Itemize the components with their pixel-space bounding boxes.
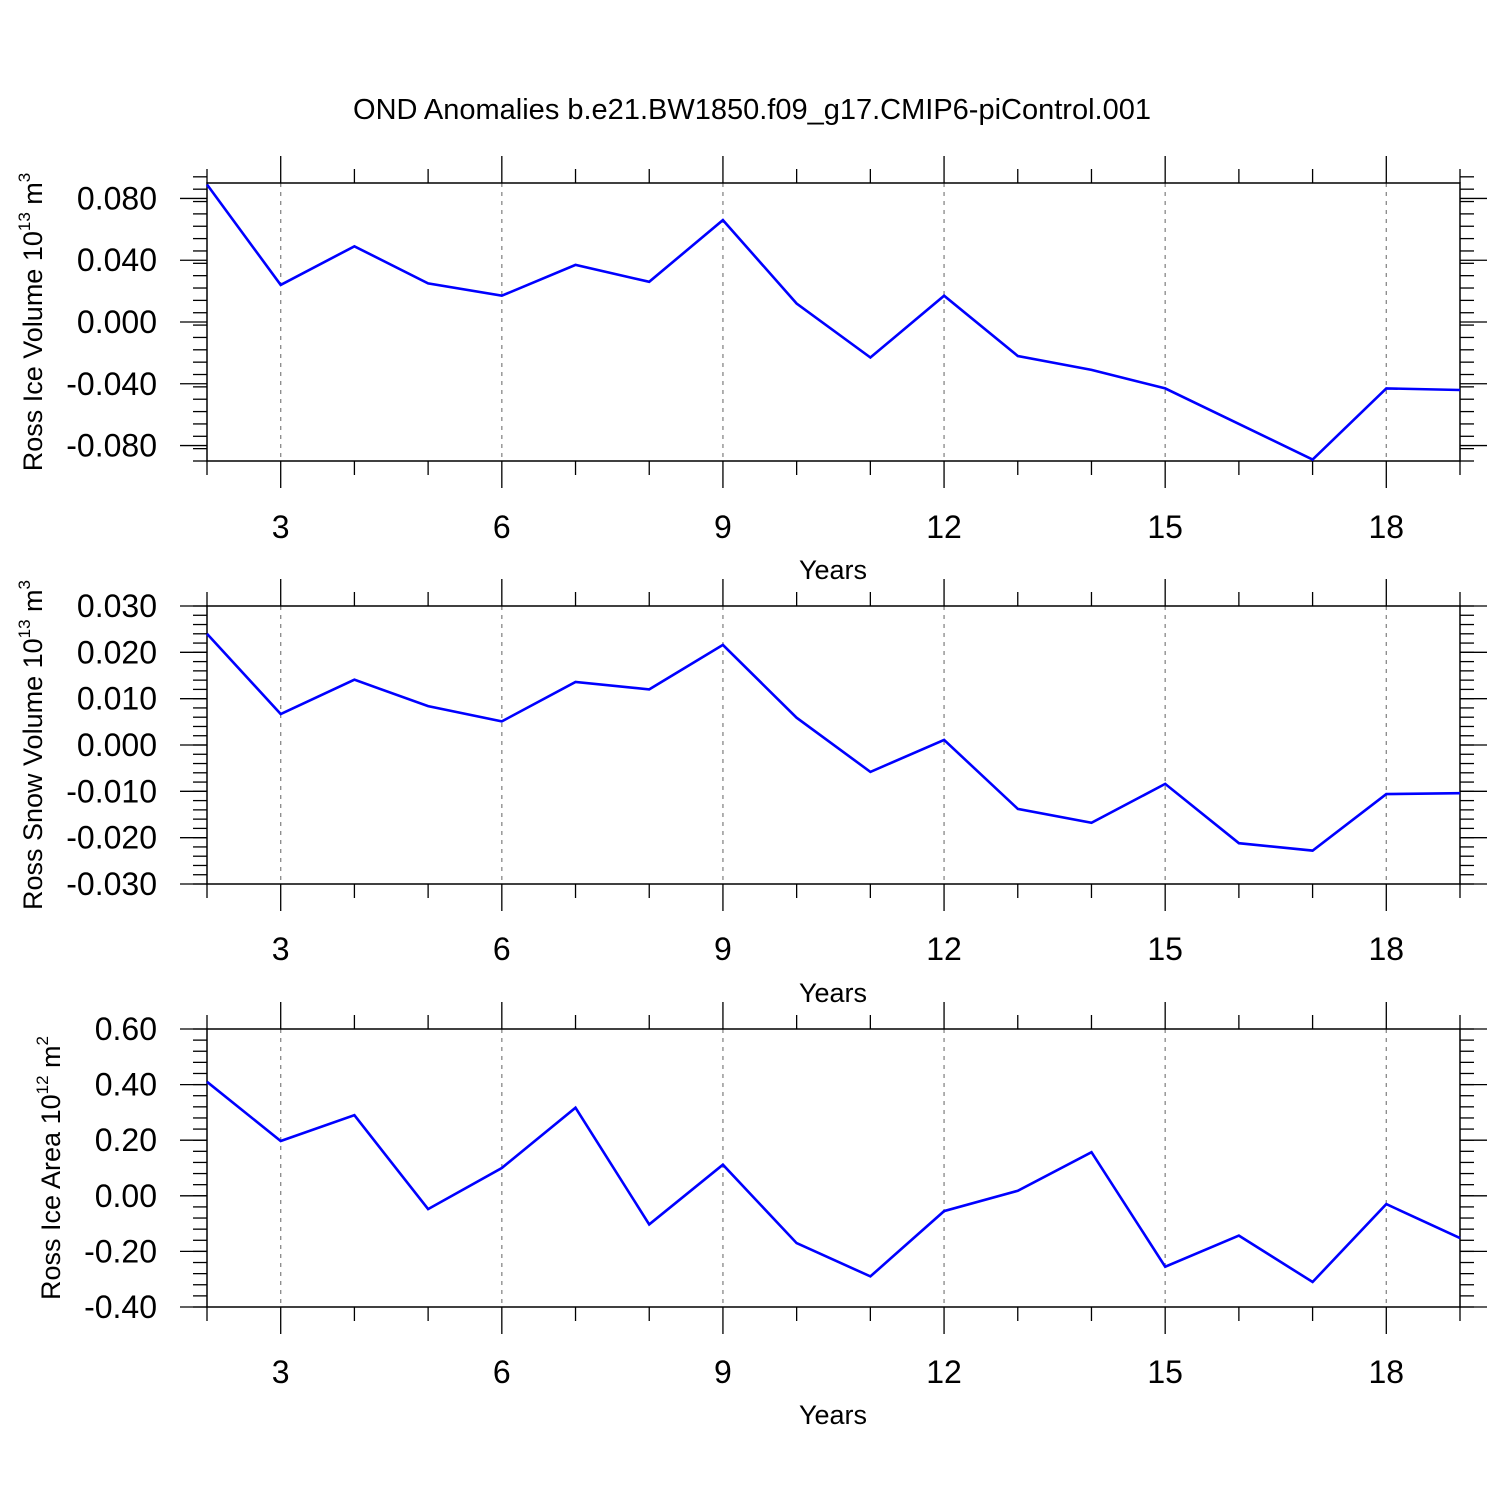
y-tick-label-snow-volume: 0.020: [77, 634, 157, 670]
panel-ice-volume: Ross Ice Volume 1013 m3 Years 0.080 0.040…: [15, 156, 1487, 585]
x-tick-label-snow-volume: 15: [1147, 931, 1183, 967]
x-tick-label-ice-volume: 3: [272, 509, 290, 545]
xlabel-ice-volume: Years: [799, 555, 867, 585]
x-tick-label-ice-volume: 9: [714, 509, 732, 545]
x-tick-label-snow-volume: 12: [926, 931, 962, 967]
series-line-ice-volume: [205, 183, 1461, 462]
y-tick-label-snow-volume: -0.020: [66, 820, 157, 856]
series-line-ice-area: [206, 1080, 1461, 1284]
plot-frame-ice-volume: [206, 182, 1461, 462]
y-tick-label-ice-volume: 0.040: [77, 242, 157, 278]
y-tick-label-ice-area: -0.40: [84, 1289, 157, 1325]
x-tick-label-snow-volume: 18: [1368, 931, 1404, 967]
panel-ice-area: Ross Ice Area 1012 m2 Years 0.60 0.40 0.20…: [33, 1002, 1487, 1430]
plot-frame-ice-area: [206, 1028, 1461, 1308]
ylabel-ice-area: Ross Ice Area 1012 m2: [33, 1036, 66, 1300]
x-tick-label-snow-volume: 6: [493, 931, 511, 967]
series-line-snow-volume: [206, 632, 1461, 852]
y-tick-label-ice-volume: -0.080: [66, 428, 157, 464]
y-tick-label-snow-volume: -0.010: [66, 773, 157, 809]
x-tick-label-ice-area: 12: [926, 1354, 962, 1390]
x-tick-label-snow-volume: 3: [272, 931, 290, 967]
figure-title: OND Anomalies b.e21.BW1850.f09_g17.CMIP6…: [353, 94, 1151, 126]
y-tick-label-ice-volume: 0.000: [77, 304, 157, 340]
x-tick-label-ice-volume: 15: [1147, 509, 1183, 545]
panel-snow-volume: Ross Snow Volume 1013 m3 Years 0.030 0.02…: [15, 579, 1487, 1008]
y-tick-label-snow-volume: 0.000: [77, 727, 157, 763]
x-tick-label-ice-area: 15: [1147, 1354, 1183, 1390]
y-tick-label-ice-area: 0.40: [95, 1067, 157, 1103]
y-tick-label-snow-volume: 0.010: [77, 681, 157, 717]
x-tick-label-ice-area: 9: [714, 1354, 732, 1390]
y-tick-label-snow-volume: 0.030: [77, 588, 157, 624]
x-tick-label-ice-volume: 6: [493, 509, 511, 545]
ylabel-ice-volume: Ross Ice Volume 1013 m3: [15, 173, 48, 472]
y-tick-label-ice-area: 0.60: [95, 1011, 157, 1047]
y-tick-label-ice-area: 0.00: [95, 1178, 157, 1214]
x-tick-label-ice-area: 18: [1368, 1354, 1404, 1390]
y-tick-label-ice-volume: -0.040: [66, 366, 157, 402]
xlabel-snow-volume: Years: [799, 978, 867, 1008]
y-tick-label-ice-area: 0.20: [95, 1122, 157, 1158]
x-tick-label-ice-area: 3: [272, 1354, 290, 1390]
x-tick-label-ice-volume: 12: [926, 509, 962, 545]
y-tick-label-snow-volume: -0.030: [66, 866, 157, 902]
y-tick-label-ice-volume: 0.080: [77, 180, 157, 216]
x-tick-label-ice-area: 6: [493, 1354, 511, 1390]
xlabel-ice-area: Years: [799, 1400, 867, 1430]
y-tick-label-ice-area: -0.20: [84, 1233, 157, 1269]
x-tick-label-snow-volume: 9: [714, 931, 732, 967]
x-tick-label-ice-volume: 18: [1368, 509, 1404, 545]
ylabel-snow-volume: Ross Snow Volume 1013 m3: [15, 580, 48, 910]
